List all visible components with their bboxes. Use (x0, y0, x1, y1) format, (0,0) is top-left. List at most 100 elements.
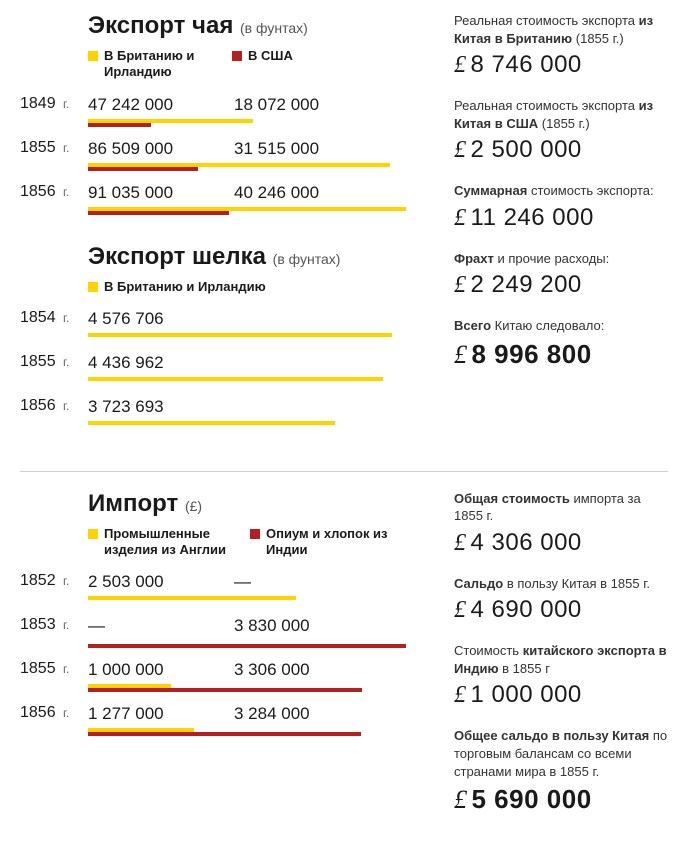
row-values: 91 035 00040 246 000 (88, 183, 430, 203)
bar-red (88, 644, 406, 648)
silk-unit: (в фунтах) (273, 251, 341, 267)
year-label: 1853 г. (20, 616, 88, 634)
row-values: 3 723 693 (88, 397, 430, 417)
tea-title: Экспорт чая (в фунтах) (88, 12, 430, 40)
tea-legend-a: В Британию и Ирландию (88, 48, 208, 81)
value-b: 3 284 000 (234, 704, 310, 724)
data-row: 1854 г.4 576 706 (20, 309, 430, 347)
data-row: 1856 г.1 277 0003 284 000 (20, 704, 430, 742)
swatch-red (232, 51, 242, 61)
stat-value: £4 690 000 (454, 596, 668, 624)
import-unit: (£) (185, 498, 202, 514)
bar-set (88, 377, 430, 387)
tea-legend: В Британию и Ирландию В США (88, 48, 430, 81)
bar-set (88, 119, 430, 129)
stat-value: £4 306 000 (454, 529, 668, 557)
stat-block: Всего Китаю следовало: £8 996 800 (454, 317, 668, 370)
stat-label: Стоимость китайского экспорта в Индию в … (454, 642, 668, 677)
year-label: 1856 г. (20, 397, 88, 415)
bars-area: 3 723 693 (88, 397, 430, 435)
bar-set (88, 596, 430, 606)
data-row: 1852 г.2 503 000— (20, 572, 430, 610)
bar-set (88, 421, 430, 431)
bars-area: 86 509 00031 515 000 (88, 139, 430, 177)
stat-block: Общее сальдо в пользу Китая по торговым … (454, 727, 668, 815)
bar-red (88, 167, 198, 171)
data-row: 1856 г.91 035 00040 246 000 (20, 183, 430, 221)
bar-set (88, 728, 430, 738)
value-a: 91 035 000 (88, 183, 234, 203)
value-a: 4 436 962 (88, 353, 234, 373)
tea-legend-b: В США (232, 48, 293, 81)
tea-legend-a-label: В Британию и Ирландию (104, 48, 208, 81)
tea-legend-b-label: В США (248, 48, 293, 64)
tea-title-text: Экспорт чая (88, 12, 233, 39)
swatch-red (250, 529, 260, 539)
stat-label: Реальная стоимость экспорта из Китая в Б… (454, 12, 668, 47)
row-values: 47 242 00018 072 000 (88, 95, 430, 115)
tea-unit: (в фунтах) (240, 20, 308, 36)
stat-block: Суммарная стоимость экспорта:£11 246 000 (454, 182, 668, 232)
bars-area: 47 242 00018 072 000 (88, 95, 430, 133)
stat-value: £8 996 800 (454, 339, 668, 370)
bar-red (88, 211, 229, 215)
data-row: 1856 г.3 723 693 (20, 397, 430, 435)
silk-rows: 1854 г.4 576 706 1855 г.4 436 962 1856 г.3… (20, 309, 430, 435)
value-b: 18 072 000 (234, 95, 319, 115)
bar-red (88, 688, 362, 692)
bars-area: 91 035 00040 246 000 (88, 183, 430, 221)
silk-section: Экспорт шелка (в фунтах) В Британию и Ир… (20, 243, 430, 435)
charts-column: Экспорт чая (в фунтах) В Британию и Ирла… (20, 12, 430, 457)
stat-value: £5 690 000 (454, 784, 668, 815)
data-row: 1855 г.4 436 962 (20, 353, 430, 391)
bottom-block: Импорт (£) Промышленные изделия из Англи… (20, 490, 668, 833)
swatch-yellow (88, 282, 98, 292)
row-values: 2 503 000— (88, 572, 430, 592)
bar-red (88, 732, 361, 736)
stat-block: Сальдо в пользу Китая в 1855 г.£4 690 00… (454, 575, 668, 625)
top-block: Экспорт чая (в фунтах) В Британию и Ирла… (20, 12, 668, 457)
bars-area: 1 277 0003 284 000 (88, 704, 430, 742)
silk-legend-a-label: В Британию и Ирландию (104, 279, 266, 295)
import-legend-a: Промышленные изделия из Англии (88, 526, 226, 559)
year-label: 1856 г. (20, 704, 88, 722)
stat-block: Общая стоимость импорта за 1855 г. £4 306… (454, 490, 668, 557)
value-b: 31 515 000 (234, 139, 319, 159)
silk-title-text: Экспорт шелка (88, 243, 266, 270)
stats-top-column: Реальная стоимость экспорта из Китая в Б… (454, 12, 668, 457)
row-values: 1 000 0003 306 000 (88, 660, 430, 680)
bars-area: 4 436 962 (88, 353, 430, 391)
bars-area: —3 830 000 (88, 616, 430, 654)
value-a: — (88, 616, 234, 636)
silk-legend-a: В Британию и Ирландию (88, 279, 266, 295)
bars-area: 4 576 706 (88, 309, 430, 347)
import-legend-b: Опиум и хлопок из Индии (250, 526, 430, 559)
row-values: 4 576 706 (88, 309, 430, 329)
stat-block: Стоимость китайского экспорта в Индию в … (454, 642, 668, 709)
row-values: 86 509 00031 515 000 (88, 139, 430, 159)
year-label: 1855 г. (20, 139, 88, 157)
import-column: Импорт (£) Промышленные изделия из Англи… (20, 490, 430, 833)
bars-area: 1 000 0003 306 000 (88, 660, 430, 698)
bar-set (88, 640, 430, 650)
import-legend: Промышленные изделия из Англии Опиум и х… (88, 526, 430, 559)
stat-label: Всего Китаю следовало: (454, 317, 668, 335)
year-label: 1856 г. (20, 183, 88, 201)
year-label: 1852 г. (20, 572, 88, 590)
bar-yellow (88, 333, 392, 337)
stat-label: Общая стоимость импорта за 1855 г. (454, 490, 668, 525)
data-row: 1855 г.86 509 00031 515 000 (20, 139, 430, 177)
stat-value: £8 746 000 (454, 51, 668, 79)
bar-set (88, 684, 430, 694)
value-b: 40 246 000 (234, 183, 319, 203)
bar-red (88, 123, 151, 127)
value-a: 1 277 000 (88, 704, 234, 724)
tea-rows: 1849 г.47 242 00018 072 0001855 г.86 509… (20, 95, 430, 221)
stat-block: Реальная стоимость экспорта из Китая в Б… (454, 12, 668, 79)
value-b: 3 306 000 (234, 660, 310, 680)
stat-label: Фрахт и прочие расходы: (454, 250, 668, 268)
import-rows: 1852 г.2 503 000—1853 г.—3 830 0001855 г… (20, 572, 430, 742)
year-label: 1855 г. (20, 353, 88, 371)
silk-legend: В Британию и Ирландию (88, 279, 430, 295)
bar-set (88, 207, 430, 217)
